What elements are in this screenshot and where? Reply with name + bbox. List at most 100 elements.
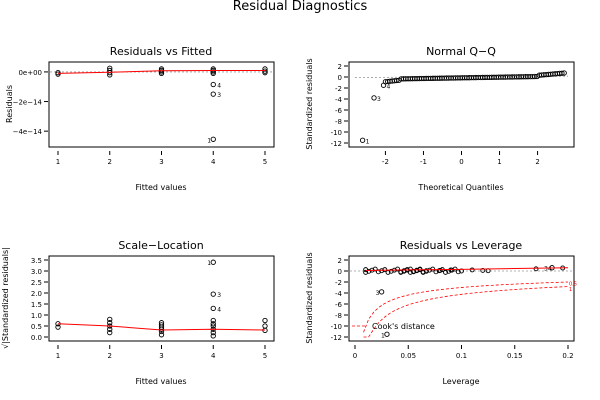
legend-label: Cook's distance [372,322,435,331]
panel-title: Residuals vs Leverage [400,239,523,252]
y-tick-label: 0.0 [31,334,42,342]
x-axis-label: Fitted values [135,183,186,192]
x-axis-label: Fitted values [135,377,186,386]
data-point [158,332,165,338]
data-point [414,268,420,274]
data-point [55,71,61,77]
data-point [262,317,268,324]
y-tick-label: -10 [331,129,342,137]
data-point [158,69,165,75]
data-point [443,269,448,275]
x-tick-label: -1 [420,158,427,166]
cooks-distance-curve [363,286,569,338]
data-point [55,324,61,330]
qq-point [380,82,387,88]
data-point [210,321,216,327]
qq-point [532,73,538,80]
qq-point [359,137,366,143]
point-label: 3 [376,290,380,297]
y-tick-label: -6 [335,107,343,115]
x-tick-label: 0.15 [507,352,523,360]
y-tick-label: -4 [335,290,343,298]
data-point [210,91,216,97]
plot-frame [348,61,575,148]
x-tick-label: 0.05 [400,352,416,360]
point-label: 1 [381,332,385,339]
x-tick-label: 0.2 [562,352,573,360]
x-tick-label: 2 [108,352,112,360]
point-label: 4 [217,83,221,90]
x-tick-label: 5 [263,158,267,166]
y-tick-label: -2 [335,85,342,93]
data-point [210,259,216,265]
data-point [401,268,407,274]
data-point [480,268,486,273]
x-tick-label: 0 [459,158,463,166]
panel-residuals-vs-fitted: Residuals vs Fitted Fitted values Residu… [5,45,275,192]
data-point [210,329,216,336]
point-label: 1 [366,138,370,145]
x-tick-label: 4 [211,158,216,166]
x-tick-label: 3 [159,158,163,166]
y-tick-label: 0e+00 [18,69,42,77]
panel-scale-location: Scale−Location Fitted values √|Standardi… [1,239,275,386]
point-label: 3 [377,96,381,103]
data-point [210,323,216,329]
data-point [210,70,216,77]
qq-point [371,95,377,101]
data-point [407,266,413,272]
data-point [437,268,443,273]
figure-title: Residual Diagnostics [233,0,368,14]
x-tick-label: 1 [56,158,60,166]
qq-point [394,77,400,84]
smoother-line [57,323,266,331]
data-point [469,267,475,273]
y-tick-label: −2e−14 [13,99,43,107]
data-point [384,331,390,337]
y-tick-label: -12 [331,140,342,148]
data-point [107,320,113,326]
data-point [158,328,165,335]
y-tick-label: 3.5 [31,257,42,265]
data-point [372,266,378,272]
point-label: 3 [217,292,221,299]
data-point [210,305,216,312]
x-tick-label: -2 [382,158,389,166]
panel-title: Residuals vs Fitted [110,45,212,58]
y-axis-label: √|Standardized residuals| [1,247,10,349]
data-point [210,291,216,297]
data-point [420,269,426,275]
x-tick-label: 5 [263,352,267,360]
data-point [107,316,113,323]
x-tick-label: 2 [108,158,112,166]
y-tick-label: 0 [338,74,342,82]
data-point [382,267,388,273]
x-tick-label: 3 [159,352,163,360]
x-tick-label: 0.1 [456,352,467,360]
qq-point [559,70,565,76]
y-tick-label: 2.5 [31,279,42,287]
y-axis-label: Residuals [5,85,14,123]
y-tick-label: -8 [335,118,342,126]
x-tick-label: 2 [535,158,539,166]
data-point [363,267,369,273]
point-label: 34 [544,266,552,273]
y-tick-label: 3.0 [31,268,42,276]
x-tick-label: 0 [353,352,357,360]
y-tick-label: -2 [335,279,342,287]
data-point [210,333,216,339]
y-tick-label: -8 [335,312,342,320]
y-tick-label: 0.5 [31,323,42,331]
y-tick-label: -10 [331,323,342,331]
y-tick-label: 2 [338,63,342,71]
data-point [107,326,113,332]
plot-frame [48,255,275,342]
cooks-level-label: 1 [569,287,572,293]
y-tick-label: -4 [335,96,343,104]
y-tick-label: −4e−14 [13,128,43,136]
data-point [378,289,385,295]
data-point [262,66,268,72]
data-point [395,266,401,272]
data-point [107,329,113,336]
